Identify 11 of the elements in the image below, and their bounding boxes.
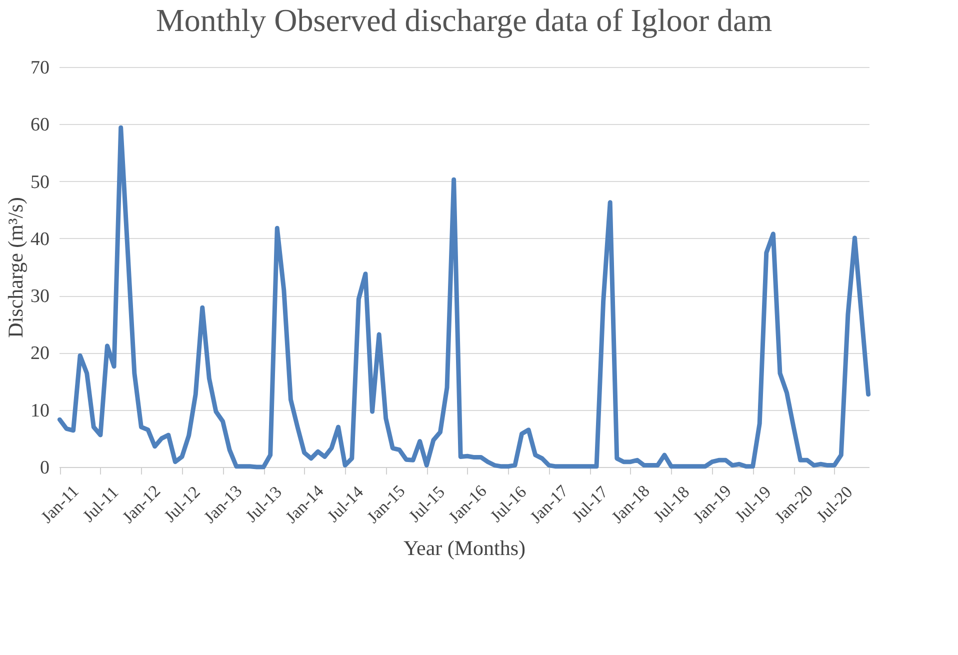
y-tick-label: 20 (30, 343, 50, 364)
y-tick-label: 40 (30, 228, 50, 250)
x-axis-title: Year (Months) (403, 536, 526, 560)
y-tick-label: 0 (40, 458, 50, 478)
y-tick-label: 30 (30, 286, 50, 308)
y-tick-label: 10 (30, 400, 50, 422)
chart-title: Monthly Observed discharge data of Igloor dam (156, 2, 772, 38)
y-tick-label: 70 (30, 58, 50, 78)
y-tick-label: 50 (30, 172, 50, 193)
y-tick-label: 60 (30, 114, 50, 136)
y-axis-title: Discharge (m³/s) (4, 197, 28, 338)
